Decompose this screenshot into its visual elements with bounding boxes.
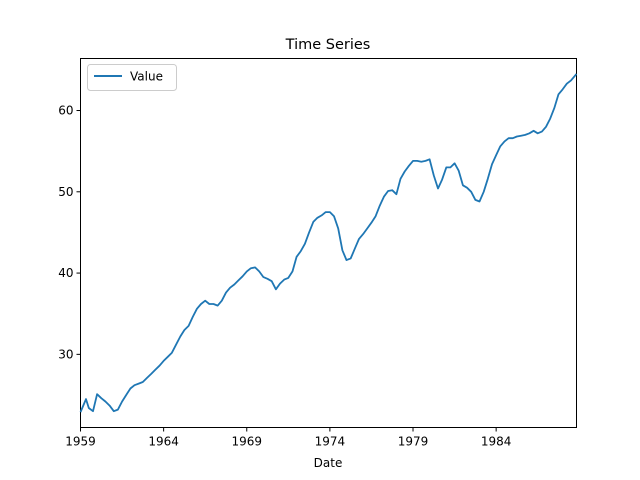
- x-tick-label: 1959: [65, 435, 96, 449]
- x-axis-label: Date: [314, 456, 343, 470]
- x-tick-label: 1979: [398, 435, 429, 449]
- chart-title: Time Series: [285, 37, 371, 53]
- series-line-value: [79, 73, 578, 413]
- legend: Value: [87, 64, 177, 91]
- plot-frame: [80, 58, 577, 428]
- y-tick-label: 30: [58, 347, 73, 361]
- legend-label-value: Value: [130, 70, 163, 84]
- x-tick-label: 1969: [231, 435, 262, 449]
- y-tick-label: 50: [58, 185, 73, 199]
- y-tick-label: 60: [58, 104, 73, 118]
- x-tick-label: 1984: [481, 435, 512, 449]
- tick-layer: 1959 1964 1969 1974 1979 1984 30 40 50 60: [58, 104, 511, 449]
- plot-area: 1959 1964 1969 1974 1979 1984 30 40 50 60: [58, 58, 578, 449]
- x-tick-label: 1974: [315, 435, 346, 449]
- y-tick-label: 40: [58, 266, 73, 280]
- series-layer: [79, 73, 578, 413]
- legend-box: [87, 64, 177, 91]
- x-tick-label: 1964: [148, 435, 179, 449]
